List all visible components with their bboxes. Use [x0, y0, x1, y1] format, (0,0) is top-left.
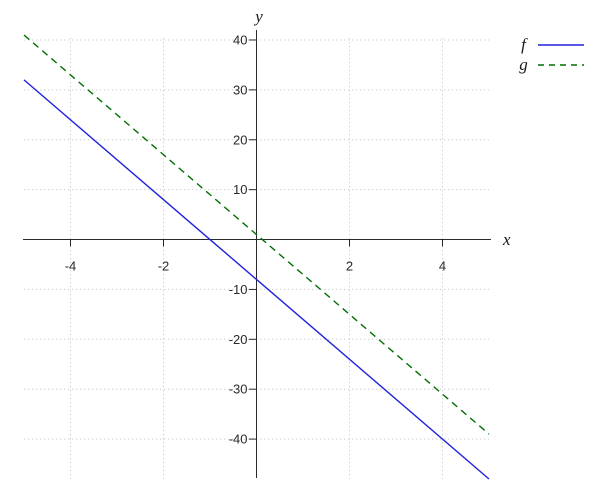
svg-text:-20: -20: [229, 332, 248, 347]
svg-text:-30: -30: [229, 382, 248, 397]
svg-text:2: 2: [346, 259, 353, 274]
svg-text:30: 30: [233, 82, 247, 97]
x-axis-title: x: [503, 230, 511, 249]
svg-text:40: 40: [233, 32, 247, 47]
legend-line-sample-f: [538, 44, 584, 46]
legend-item-g: g: [516, 55, 586, 75]
legend-label-g: g: [519, 55, 528, 74]
svg-text:-4: -4: [65, 259, 77, 274]
legend-label-f: f: [521, 35, 526, 54]
svg-text:4: 4: [439, 259, 446, 274]
legend-line-sample-g: [538, 64, 584, 66]
legend: f g: [516, 35, 586, 75]
legend-item-f: f: [516, 35, 586, 55]
svg-text:-10: -10: [229, 282, 248, 297]
svg-text:-40: -40: [229, 432, 248, 447]
svg-text:20: 20: [233, 132, 247, 147]
svg-text:10: 10: [233, 182, 247, 197]
y-axis-title: y: [255, 7, 263, 26]
svg-text:-2: -2: [158, 259, 170, 274]
